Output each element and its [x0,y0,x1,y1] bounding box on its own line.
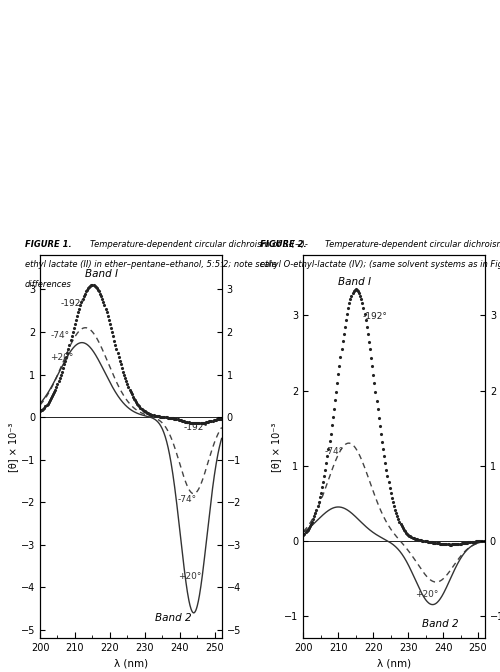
Text: -192°: -192° [61,300,86,308]
Text: -192°: -192° [183,423,208,432]
Text: +20°: +20° [415,590,438,599]
Text: Band 2: Band 2 [156,614,192,624]
Text: FIGURE 2.: FIGURE 2. [260,240,306,249]
Text: -74°: -74° [324,448,344,456]
Text: Band 2: Band 2 [422,619,459,629]
Text: Temperature-dependent circular dichroism of S-(−)-: Temperature-dependent circular dichroism… [325,240,500,249]
Text: -192°: -192° [362,312,388,321]
Y-axis label: [θ] × 10⁻³: [θ] × 10⁻³ [272,422,281,472]
Text: differences: differences [25,280,72,289]
Text: -74°: -74° [178,495,197,504]
X-axis label: λ (nm): λ (nm) [377,659,411,669]
Y-axis label: [θ] × 10⁻³: [θ] × 10⁻³ [8,422,18,472]
Text: FIGURE 1.: FIGURE 1. [25,240,72,249]
Text: Band I: Band I [86,269,118,279]
Text: Temperature-dependent circular dichroism of S-(−)-: Temperature-dependent circular dichroism… [90,240,308,249]
Text: -74°: -74° [50,331,70,340]
Text: +20°: +20° [178,572,202,581]
Text: Band I: Band I [338,278,372,288]
Text: ethyl O-ethyl-lactate (IV); (same solvent systems as in Figure 1).: ethyl O-ethyl-lactate (IV); (same solven… [260,260,500,269]
Text: +20°: +20° [50,353,74,362]
X-axis label: λ (nm): λ (nm) [114,659,148,669]
Text: ethyl lactate (II) in ether–pentane–ethanol, 5:5:2; note scale: ethyl lactate (II) in ether–pentane–etha… [25,260,277,269]
